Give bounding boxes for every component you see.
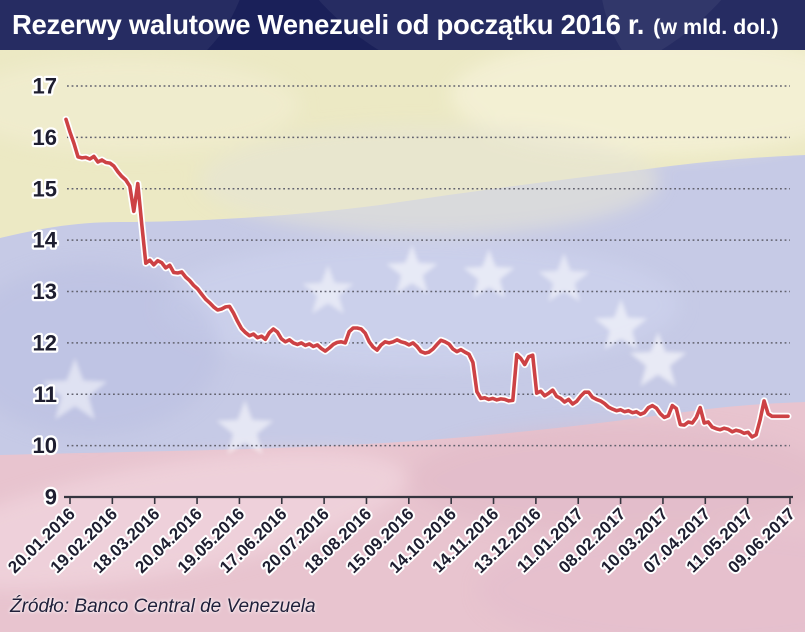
flag-star [386,245,438,294]
flag-background [0,35,805,632]
y-axis-label: 9 [45,485,57,510]
page-title-unit: (w mld. dol.) [653,15,779,39]
chart-area: 9 10 11 12 13 14 15 16 17 20.01.2016 19.02.2016 18.… [0,35,805,632]
page-title-text: Rezerwy walutowe Wenezueli od początku 2… [12,9,645,40]
y-axis-label: 17 [33,74,57,99]
source-note: Źródło: Banco Central de Venezuela [10,596,316,617]
flag-star [302,265,354,314]
data-line [62,115,792,441]
title-bar-circle-decoration [600,0,805,50]
y-axis-label: 15 [33,176,57,201]
flag-fabric-folds [0,35,805,632]
flag-star [216,400,274,455]
flag-star [629,332,687,387]
y-axis-label: 14 [33,228,58,253]
flag-star [538,253,590,302]
flag-star [42,358,108,420]
y-axis-label: 10 [33,433,57,458]
flag-star [594,299,648,350]
reserves-line [64,117,790,439]
gridlines [67,85,790,447]
flag-stars [42,245,687,455]
page-title: Rezerwy walutowe Wenezueli od początku 2… [0,0,805,50]
title-bar-circle-decoration [0,0,250,50]
line-chart: 9101112131415161720.01.201619.02.201618.… [0,35,805,632]
y-axis-label: 11 [34,382,57,407]
title-bar: Rezerwy walutowe Wenezueli od początku 2… [0,0,805,50]
y-axis-label: 16 [33,125,57,150]
flag-star [463,249,515,298]
y-axis-label: 12 [33,330,57,355]
y-axis-label: 13 [33,279,57,304]
